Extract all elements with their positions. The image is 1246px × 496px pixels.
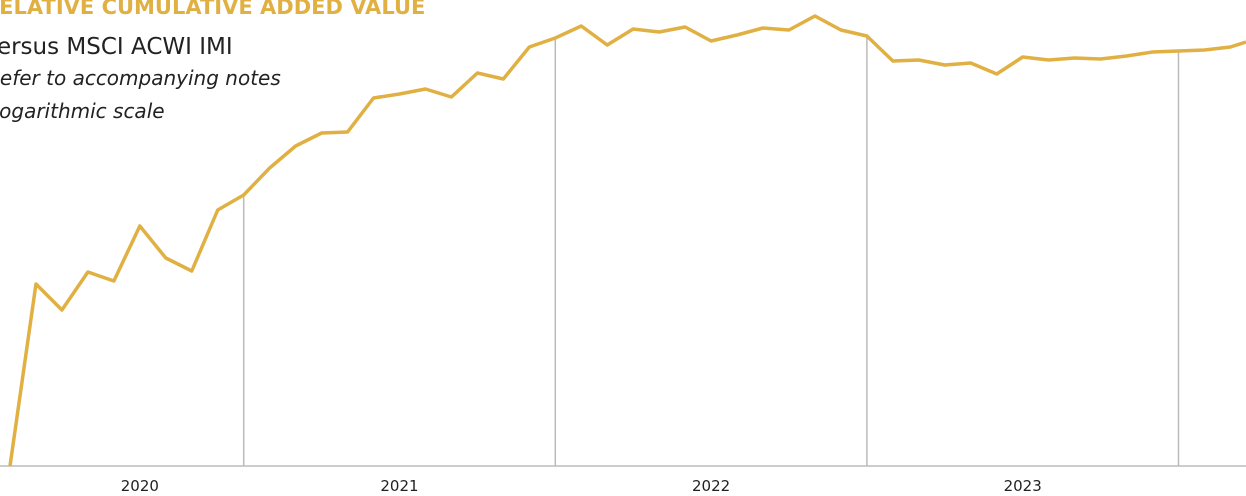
x-tick-label: 2022 bbox=[692, 477, 730, 495]
chart-title: RELATIVE CUMULATIVE ADDED VALUE bbox=[0, 0, 425, 19]
x-tick-label: 2023 bbox=[1004, 477, 1042, 495]
note: Logarithmic scale bbox=[0, 99, 165, 123]
x-tick-label: 2021 bbox=[380, 477, 418, 495]
x-tick-label: 2020 bbox=[121, 477, 159, 495]
chart-subtitle: Versus MSCI ACWI IMI bbox=[0, 34, 233, 60]
line-series bbox=[8, 14, 1246, 467]
note: Refer to accompanying notes bbox=[0, 66, 281, 90]
